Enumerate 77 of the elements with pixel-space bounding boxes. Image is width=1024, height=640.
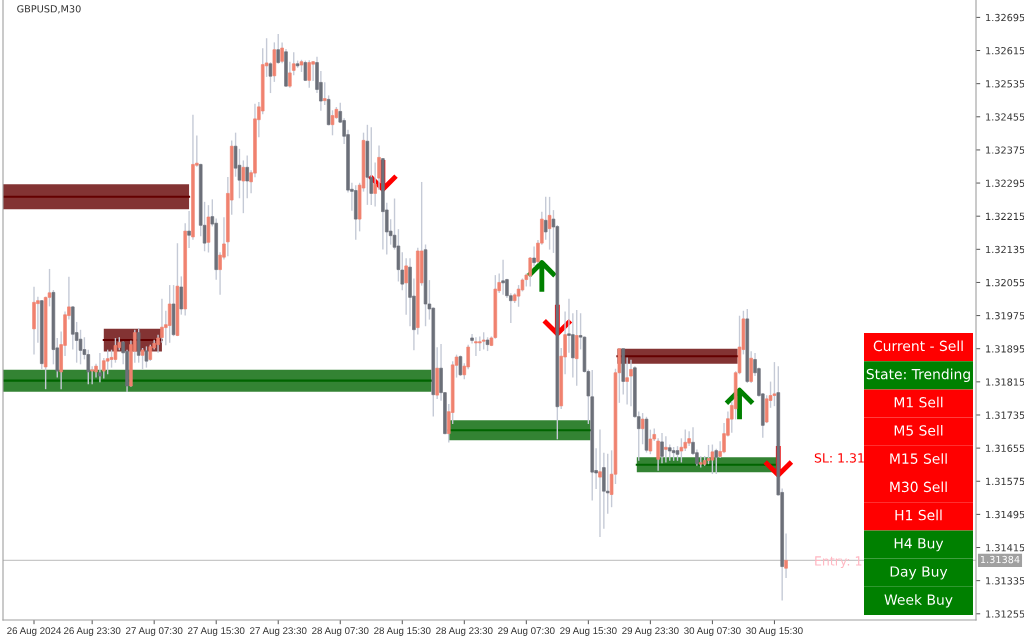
candlestick <box>679 438 684 463</box>
annotation: State: Trending <box>866 368 970 383</box>
x-tick-label: 29 Aug 07:30 <box>498 627 555 637</box>
candlestick <box>179 276 184 315</box>
y-tick-label: 1.31255 <box>986 610 1024 618</box>
y-tick-label: 1.31895 <box>986 345 1024 353</box>
annotation: Current - Sell <box>873 340 963 352</box>
candlestick <box>710 444 715 475</box>
y-tick-label: 1.31575 <box>986 477 1024 486</box>
candlestick <box>458 355 463 376</box>
y-tick-label: 1.32695 <box>986 13 1024 22</box>
y-tick-label: 1.32535 <box>986 80 1024 88</box>
candlestick <box>574 309 579 386</box>
candlestick <box>307 60 311 88</box>
candlestick <box>90 366 94 385</box>
y-tick-label: 1.31655 <box>986 444 1024 452</box>
candlestick <box>330 110 335 136</box>
candlestick <box>598 429 602 538</box>
x-tick-label: 26 Aug 23:30 <box>64 627 121 637</box>
candlestick <box>629 359 633 407</box>
annotation: H4 Buy <box>894 538 944 552</box>
annotation: SL: 1.31 <box>814 453 864 463</box>
x-tick-label: 27 Aug 15:30 <box>188 627 245 637</box>
candlestick <box>660 432 664 464</box>
y-tick-label: 1.32055 <box>986 278 1024 287</box>
y-tick-label: 1.32615 <box>986 47 1024 55</box>
candlestick <box>323 82 327 106</box>
annotation: M1 Sell <box>894 396 943 408</box>
candlestick <box>303 60 308 82</box>
x-tick-label: 29 Aug 23:30 <box>622 627 679 637</box>
x-tick-label: 30 Aug 07:30 <box>684 627 741 637</box>
annotation: Day Buy <box>890 566 948 580</box>
y-tick-label: 1.32455 <box>986 113 1024 121</box>
candlestick <box>276 34 280 64</box>
x-tick-label: 28 Aug 07:30 <box>312 627 369 637</box>
y-tick-label: 1.31975 <box>986 312 1024 320</box>
candlestick <box>664 436 668 463</box>
candlestick <box>722 422 726 454</box>
x-tick-label: 27 Aug 23:30 <box>250 627 307 637</box>
candlestick <box>547 196 552 250</box>
annotation: M5 Sell <box>894 424 943 436</box>
candlestick <box>474 337 478 357</box>
y-tick-label: 1.32295 <box>986 179 1024 187</box>
candlestick <box>369 127 374 205</box>
chart-title: GBPUSD,M30 <box>17 5 81 14</box>
x-tick-label: 30 Aug 15:30 <box>746 627 803 637</box>
annotation: H1 Sell <box>895 509 942 521</box>
x-tick-label: 27 Aug 07:30 <box>126 627 183 637</box>
annotation: M30 Sell <box>890 481 947 493</box>
annotation: M15 Sell <box>890 453 947 464</box>
y-tick-label: 1.31815 <box>986 378 1024 386</box>
candlestick <box>772 362 777 407</box>
candlestick <box>167 285 172 343</box>
y-tick-label: 1.32375 <box>986 146 1024 154</box>
annotation: Week Buy <box>884 594 953 608</box>
candlestick <box>98 352 102 383</box>
candlestick <box>245 155 249 199</box>
x-tick-label: 28 Aug 23:30 <box>436 627 493 637</box>
y-tick-label: 1.32215 <box>986 212 1024 221</box>
y-tick-label: 1.31415 <box>986 544 1024 552</box>
y-tick-label: 1.31735 <box>986 411 1024 419</box>
candlestick <box>749 351 753 383</box>
candlestick <box>140 348 145 370</box>
candlestick <box>478 336 482 352</box>
annotation: Entry: 1 <box>815 556 862 569</box>
y-tick-label: 1.31335 <box>986 577 1024 585</box>
y-tick-label: 1.32135 <box>986 245 1024 254</box>
x-tick-label: 26 Aug 2024 <box>7 627 62 637</box>
candlestick <box>187 210 191 248</box>
candlestick <box>625 357 629 405</box>
y-tick-label: 1.31495 <box>986 510 1024 519</box>
candlestick <box>640 413 645 445</box>
x-tick-label: 29 Aug 15:30 <box>560 627 617 637</box>
candlestick <box>501 259 505 295</box>
x-tick-label: 28 Aug 15:30 <box>374 627 431 637</box>
candlestick <box>105 349 110 375</box>
ref-line-label: 1.31384 <box>980 555 1020 564</box>
